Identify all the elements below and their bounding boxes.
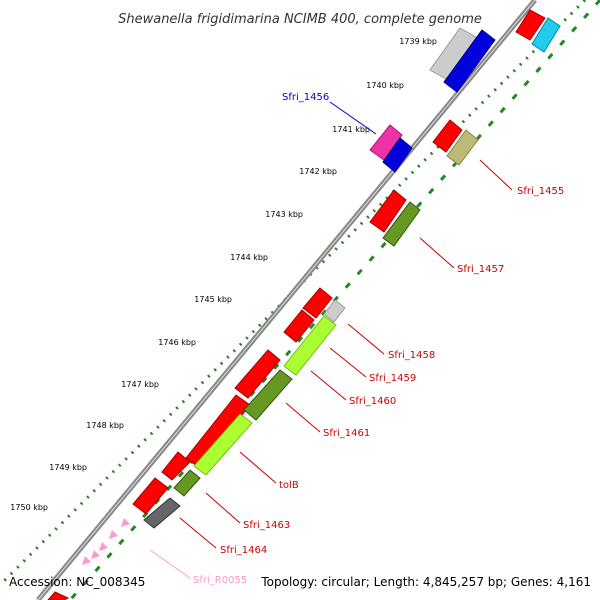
leader-sfri-1456 (329, 101, 377, 135)
gene-red-top[interactable] (515, 9, 546, 41)
genome-backbone-center (37, 0, 536, 600)
tick-label: 1743 kbp (265, 210, 303, 219)
gene-silver-sfri-1458[interactable] (323, 299, 346, 323)
gene-red-5[interactable] (161, 451, 191, 481)
gene-label-sfri-1461[interactable]: Sfri_1461 (323, 428, 370, 439)
gene-label-sfri-1455[interactable]: Sfri_1455 (517, 186, 564, 197)
gene-red-bottom[interactable] (47, 591, 70, 600)
leader-sfri-1464 (179, 517, 217, 549)
leader-sfri-1457 (419, 237, 455, 269)
gene-red-1[interactable] (302, 287, 333, 319)
gene-label-sfri-1458[interactable]: Sfri_1458 (388, 350, 435, 361)
gene-red-2[interactable] (283, 309, 315, 343)
tick-label: 1742 kbp (299, 167, 337, 176)
gene-red-6[interactable] (132, 477, 169, 515)
gene-labels: Sfri_1456 Sfri_1455 Sfri_1457 Sfri_1458 … (193, 92, 564, 586)
tick-label: 1747 kbp (121, 380, 159, 389)
gene-khaki-sfri-1455[interactable] (446, 129, 479, 166)
tick-label: 1750 kbp (10, 503, 48, 512)
leader-sfri-r0055 (149, 549, 191, 579)
leader-sfri-1455 (479, 159, 513, 191)
trna-icon[interactable] (109, 530, 118, 539)
trna-icon[interactable] (99, 542, 108, 551)
gene-olive-sfri-1457[interactable] (382, 201, 421, 247)
trna-icon[interactable] (82, 556, 91, 565)
leader-sfri-1460 (310, 370, 347, 401)
leader-sfri-1458 (347, 323, 385, 355)
tick-label: 1748 kbp (86, 421, 124, 430)
gene-darkgray-sfri-1464[interactable] (143, 497, 181, 529)
gene-lime-sfri-1461[interactable] (193, 413, 253, 476)
gene-blue[interactable] (443, 29, 496, 93)
trna-icon[interactable] (121, 518, 130, 527)
gene-red-sfri-1455[interactable] (432, 119, 463, 153)
map-title: Shewanella frigidimarina NCIMB 400, comp… (118, 12, 482, 27)
gene-label-sfri-1463[interactable]: Sfri_1463 (243, 520, 290, 531)
tick-label: 1745 kbp (194, 295, 232, 304)
gene-olive-sfri-1460[interactable] (243, 369, 293, 421)
gene-red-sfri-1457[interactable] (369, 189, 407, 233)
label-leaders (149, 101, 513, 579)
tick-label: 1746 kbp (158, 338, 196, 347)
leader-sfri-1461 (285, 402, 321, 433)
tick-label: 1744 kbp (230, 253, 268, 262)
leader-sfri-1463 (205, 492, 241, 524)
trna-markers (82, 518, 130, 565)
gene-label-tolb[interactable]: tolB (279, 480, 299, 491)
gene-olive-tolb[interactable] (173, 469, 201, 497)
gene-lime-sfri-1459[interactable] (283, 315, 337, 376)
gene-label-sfri-r0055[interactable]: Sfri_R0055 (193, 575, 247, 586)
tick-label: 1739 kbp (399, 37, 437, 46)
trna-icon[interactable] (91, 550, 100, 559)
tick-label: 1749 kbp (49, 463, 87, 472)
gene-label-sfri-1456[interactable]: Sfri_1456 (282, 92, 329, 103)
tick-label: 1740 kbp (366, 81, 404, 90)
gene-label-sfri-1459[interactable]: Sfri_1459 (369, 373, 416, 384)
scale-tick-labels: 1739 kbp 1740 kbp 1741 kbp 1742 kbp 1743… (10, 37, 437, 512)
topology-text: Topology: circular; Length: 4,845,257 bp… (260, 575, 591, 589)
gene-blue-sfri-1456[interactable] (382, 137, 413, 173)
leader-tolb (239, 451, 277, 484)
tick-label: 1741 kbp (332, 125, 370, 134)
gene-label-sfri-1464[interactable]: Sfri_1464 (220, 545, 267, 556)
gene-red-3[interactable] (234, 349, 281, 399)
gene-label-sfri-1460[interactable]: Sfri_1460 (349, 396, 396, 407)
leader-sfri-1459 (329, 347, 367, 378)
gene-label-sfri-1457[interactable]: Sfri_1457 (457, 264, 504, 275)
gene-cyan-top[interactable] (531, 17, 561, 53)
accession-text: Accession: NC_008345 (9, 575, 145, 589)
